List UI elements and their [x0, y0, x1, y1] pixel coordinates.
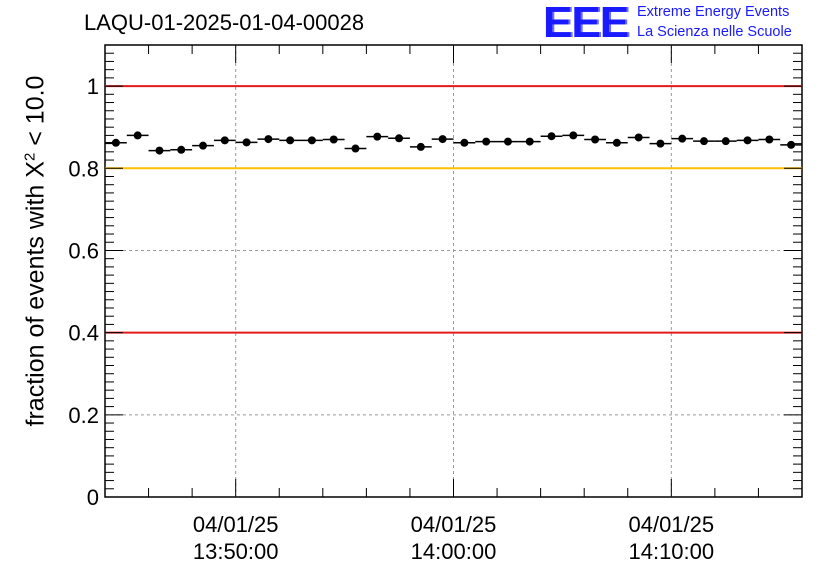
data-point: [765, 135, 774, 144]
x-tick-label-date: 04/01/25: [411, 512, 497, 537]
data-point: [351, 144, 360, 153]
data-point: [264, 135, 273, 144]
data-point: [329, 135, 338, 144]
data-point: [634, 133, 643, 142]
y-tick-label: 0.8: [68, 156, 99, 181]
data-point: [416, 142, 425, 151]
run-title: LAQU-01-2025-01-04-00028: [84, 10, 365, 35]
data-point: [656, 139, 665, 148]
x-tick-label-time: 14:10:00: [628, 539, 714, 564]
logo-mark: EEE: [543, 0, 629, 47]
logo-line-2: La Scienza nelle Scuole: [637, 24, 792, 40]
data-point: [155, 146, 164, 155]
data-point: [699, 137, 708, 146]
x-tick-label-date: 04/01/25: [628, 512, 714, 537]
data-point: [787, 140, 796, 149]
data-point: [591, 135, 600, 144]
y-tick-label: 0: [87, 485, 99, 510]
data-point: [395, 134, 404, 143]
x-tick-label-time: 14:00:00: [411, 539, 497, 564]
data-point: [743, 136, 752, 145]
data-point: [460, 138, 469, 147]
data-point: [307, 136, 316, 145]
data-point: [438, 135, 447, 144]
data-point: [525, 137, 534, 146]
y-tick-label: 1: [87, 74, 99, 99]
data-point: [569, 131, 578, 140]
logo-line-1: Extreme Energy Events: [637, 4, 790, 20]
data-point: [242, 138, 251, 147]
y-tick-label: 0.6: [68, 238, 99, 263]
y-tick-label: 0.2: [68, 403, 99, 428]
data-point: [612, 138, 621, 147]
y-axis-label: fraction of events with Χ2 < 10.0: [21, 76, 50, 427]
data-point: [373, 132, 382, 141]
data-point: [220, 136, 229, 145]
data-point: [199, 141, 208, 150]
x-tick-label-date: 04/01/25: [193, 512, 279, 537]
data-point: [678, 134, 687, 143]
data-point: [133, 131, 142, 140]
y-axis-label-chi: Χ: [21, 161, 50, 178]
data-point: [286, 136, 295, 145]
data-point: [482, 137, 491, 146]
data-point: [177, 145, 186, 154]
data-point: [503, 137, 512, 146]
data-point: [111, 138, 120, 147]
y-axis-label-exponent: 2: [21, 152, 39, 162]
eee-logo: EEE Extreme Energy Events La Scienza nel…: [543, 0, 833, 47]
data-point: [547, 132, 556, 141]
y-tick-label: 0.4: [68, 321, 99, 346]
x-tick-label-time: 13:50:00: [193, 539, 279, 564]
data-point: [721, 137, 730, 146]
y-axis-label-part-2: < 10.0: [21, 75, 50, 153]
y-axis-label-part-1: fraction of events with: [21, 177, 50, 427]
